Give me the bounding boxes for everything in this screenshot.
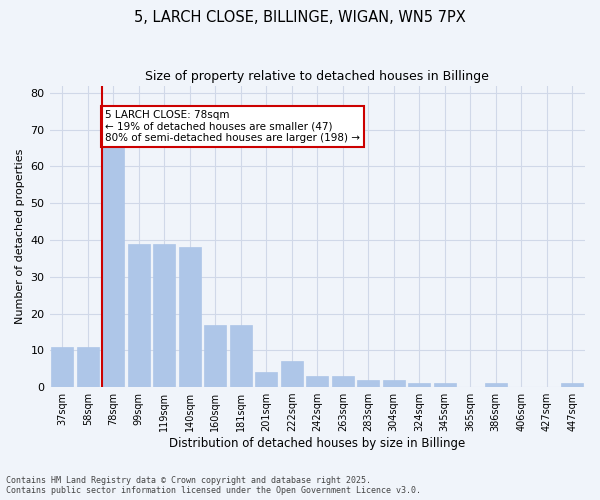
Bar: [307, 376, 328, 387]
Text: 5, LARCH CLOSE, BILLINGE, WIGAN, WN5 7PX: 5, LARCH CLOSE, BILLINGE, WIGAN, WN5 7PX: [134, 10, 466, 25]
Bar: [256, 372, 277, 387]
Bar: [332, 376, 353, 387]
Y-axis label: Number of detached properties: Number of detached properties: [15, 148, 25, 324]
Bar: [179, 248, 200, 387]
Bar: [562, 384, 583, 387]
Bar: [358, 380, 379, 387]
Title: Size of property relative to detached houses in Billinge: Size of property relative to detached ho…: [145, 70, 489, 83]
Bar: [103, 137, 124, 387]
Bar: [205, 324, 226, 387]
Bar: [77, 346, 98, 387]
Bar: [154, 244, 175, 387]
Bar: [434, 384, 455, 387]
Text: 5 LARCH CLOSE: 78sqm
← 19% of detached houses are smaller (47)
80% of semi-detac: 5 LARCH CLOSE: 78sqm ← 19% of detached h…: [105, 110, 360, 143]
Bar: [281, 362, 302, 387]
Bar: [52, 346, 73, 387]
Bar: [230, 324, 251, 387]
Text: Contains HM Land Registry data © Crown copyright and database right 2025.
Contai: Contains HM Land Registry data © Crown c…: [6, 476, 421, 495]
X-axis label: Distribution of detached houses by size in Billinge: Distribution of detached houses by size …: [169, 437, 466, 450]
Bar: [485, 384, 506, 387]
Bar: [383, 380, 404, 387]
Bar: [409, 384, 430, 387]
Bar: [128, 244, 149, 387]
